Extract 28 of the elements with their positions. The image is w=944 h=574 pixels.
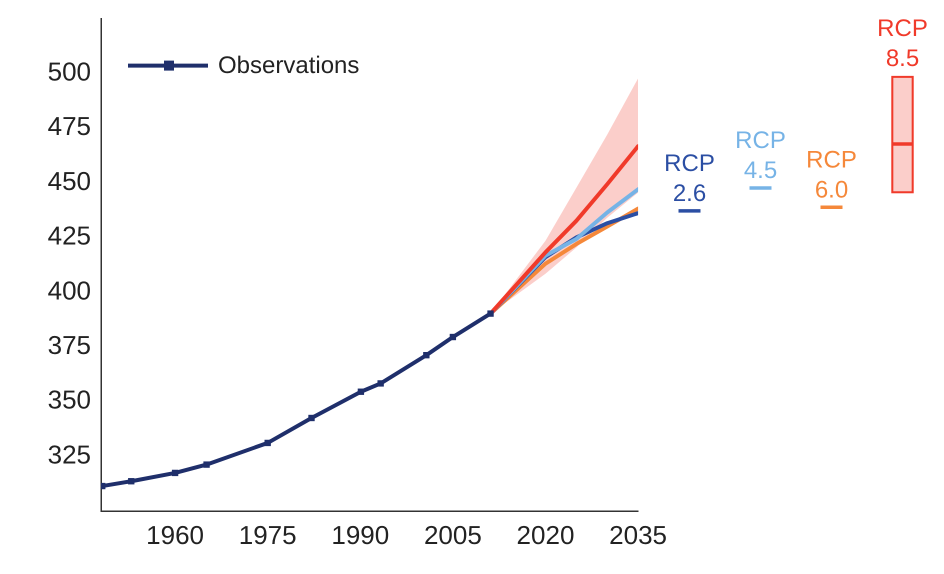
x-tick-label: 2035	[609, 520, 667, 550]
point	[203, 461, 210, 468]
y-tick-label: 400	[48, 275, 91, 306]
point	[128, 478, 134, 484]
x-tick-label: 2005	[424, 520, 482, 550]
y-tick-label: 350	[48, 384, 91, 415]
y-tick-label: 425	[48, 220, 91, 251]
y-tick-label: 450	[48, 166, 91, 196]
x-tick-label: 1975	[238, 520, 297, 550]
legend-label: Observations	[218, 52, 360, 80]
point	[487, 310, 494, 317]
x-tick-label: 1960	[146, 520, 204, 550]
category-label: RCP 8.5	[877, 15, 928, 72]
y-tick-label: 325	[48, 439, 91, 470]
category-label: RCP 6.0	[806, 146, 857, 204]
point	[264, 440, 271, 446]
x-tick-label: 1990	[331, 520, 390, 550]
category-label: RCP 4.5	[735, 127, 786, 184]
y-tick-label: 475	[48, 111, 91, 142]
point	[358, 388, 364, 395]
category-label: RCP 2.6	[664, 150, 715, 207]
y-tick-label: 375	[48, 330, 91, 360]
point	[377, 380, 384, 387]
point	[423, 352, 430, 358]
point	[450, 334, 456, 340]
point	[172, 470, 178, 476]
y-tick-label: 500	[48, 56, 91, 86]
x-tick-label: 2020	[516, 520, 574, 550]
